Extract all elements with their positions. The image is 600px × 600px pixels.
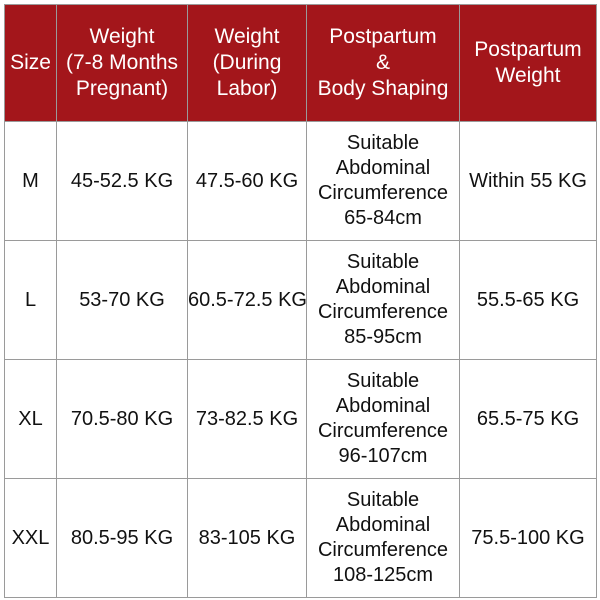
table-row: XXL 80.5-95 KG 83-105 KG Suitable Abdominal C… (4, 478, 597, 598)
table-cell: 55.5-65 KG (459, 240, 597, 360)
table-cell: 83-105 KG (187, 478, 307, 598)
cell-text-line: Circumference (317, 182, 449, 204)
cell-text-line: Pregnant) (75, 77, 169, 100)
header-cell: Weight (7-8 Months Pregnant) (56, 4, 188, 122)
cell-text-line: Postpartum (329, 25, 437, 48)
cell-text-line: 108-125cm (332, 564, 434, 586)
header-cell: Postpartum Weight (459, 4, 597, 122)
cell-text-line: 65-84cm (344, 207, 422, 229)
cell-text-line: 83-105 KG (198, 526, 296, 549)
table-cell: L (4, 240, 57, 360)
cell-text-line: 80.5-95 KG (70, 526, 174, 549)
cell-text-line: Suitable (346, 370, 420, 392)
cell-text-line: Weight (89, 25, 155, 48)
cell-text-line: Circumference (317, 539, 449, 561)
header-cell: Weight (During Labor) (187, 4, 307, 122)
cell-text-line: 65.5-75 KG (476, 407, 580, 430)
table-cell: Suitable Abdominal Circumference 108-125cm (306, 478, 460, 598)
table-cell: 73-82.5 KG (187, 359, 307, 479)
cell-text-line: L (24, 288, 37, 311)
cell-text-line: 53-70 KG (79, 288, 165, 311)
cell-text-line: Suitable (346, 251, 420, 273)
table-cell: Within 55 KG (459, 121, 597, 241)
cell-text-line: 45-52.5 KG (70, 169, 174, 192)
cell-text-line: Size (10, 51, 51, 74)
table-cell: XL (4, 359, 57, 479)
cell-text-line: 73-82.5 KG (195, 407, 299, 430)
header-cell: Size (4, 4, 57, 122)
cell-text-line: & (375, 51, 390, 74)
table-cell: Suitable Abdominal Circumference 85-95cm (306, 240, 460, 360)
cell-text-line: 70.5-80 KG (70, 407, 174, 430)
table-cell: 65.5-75 KG (459, 359, 597, 479)
cell-text-line: Suitable (346, 132, 420, 154)
cell-text-line: XXL (11, 526, 50, 549)
header-cell: Postpartum & Body Shaping (306, 4, 460, 122)
cell-text-line: XL (18, 407, 43, 430)
cell-text-line: (During (212, 51, 282, 74)
table-cell: Suitable Abdominal Circumference 96-107cm (306, 359, 460, 479)
cell-text-line: 96-107cm (338, 445, 428, 467)
cell-text-line: Abdominal (335, 157, 431, 179)
cell-text-line: M (22, 169, 39, 192)
size-table: Size Weight (7-8 Months Pregnant) Weight (Dur… (4, 4, 597, 598)
table-row: M 45-52.5 KG 47.5-60 KG Suitable Abdominal Ci… (4, 121, 597, 241)
size-table-container: Size Weight (7-8 Months Pregnant) Weight (Dur… (4, 4, 597, 598)
header-row: Size Weight (7-8 Months Pregnant) Weight (Dur… (4, 4, 597, 122)
cell-text-line: Abdominal (335, 276, 431, 298)
cell-text-line: Circumference (317, 420, 449, 442)
cell-text-line: 55.5-65 KG (476, 288, 580, 311)
cell-text-line: 75.5-100 KG (471, 526, 585, 549)
table-cell: 45-52.5 KG (56, 121, 188, 241)
table-cell: XXL (4, 478, 57, 598)
table-cell: M (4, 121, 57, 241)
cell-text-line: Abdominal (335, 514, 431, 536)
table-row: L 53-70 KG 60.5-72.5 KG Suitable Abdominal Ci… (4, 240, 597, 360)
table-cell: 70.5-80 KG (56, 359, 188, 479)
table-cell: 53-70 KG (56, 240, 188, 360)
cell-text-line: Abdominal (335, 395, 431, 417)
table-cell: 47.5-60 KG (187, 121, 307, 241)
cell-text-line: Suitable (346, 489, 420, 511)
cell-text-line: 60.5-72.5 KG (188, 288, 307, 311)
cell-text-line: Postpartum (474, 38, 582, 61)
table-cell: 60.5-72.5 KG (187, 240, 307, 360)
cell-text-line: (7-8 Months (65, 51, 179, 74)
cell-text-line: Circumference (317, 301, 449, 323)
cell-text-line: 47.5-60 KG (195, 169, 299, 192)
table-row: XL 70.5-80 KG 73-82.5 KG Suitable Abdominal C… (4, 359, 597, 479)
cell-text-line: Weight (495, 64, 561, 87)
cell-text-line: 85-95cm (344, 326, 422, 348)
cell-text-line: Weight (214, 25, 280, 48)
table-cell: 75.5-100 KG (459, 478, 597, 598)
cell-text-line: Within 55 KG (469, 169, 587, 192)
table-cell: 80.5-95 KG (56, 478, 188, 598)
cell-text-line: Body Shaping (317, 77, 449, 100)
table-cell: Suitable Abdominal Circumference 65-84cm (306, 121, 460, 241)
cell-text-line: Labor) (216, 77, 278, 100)
